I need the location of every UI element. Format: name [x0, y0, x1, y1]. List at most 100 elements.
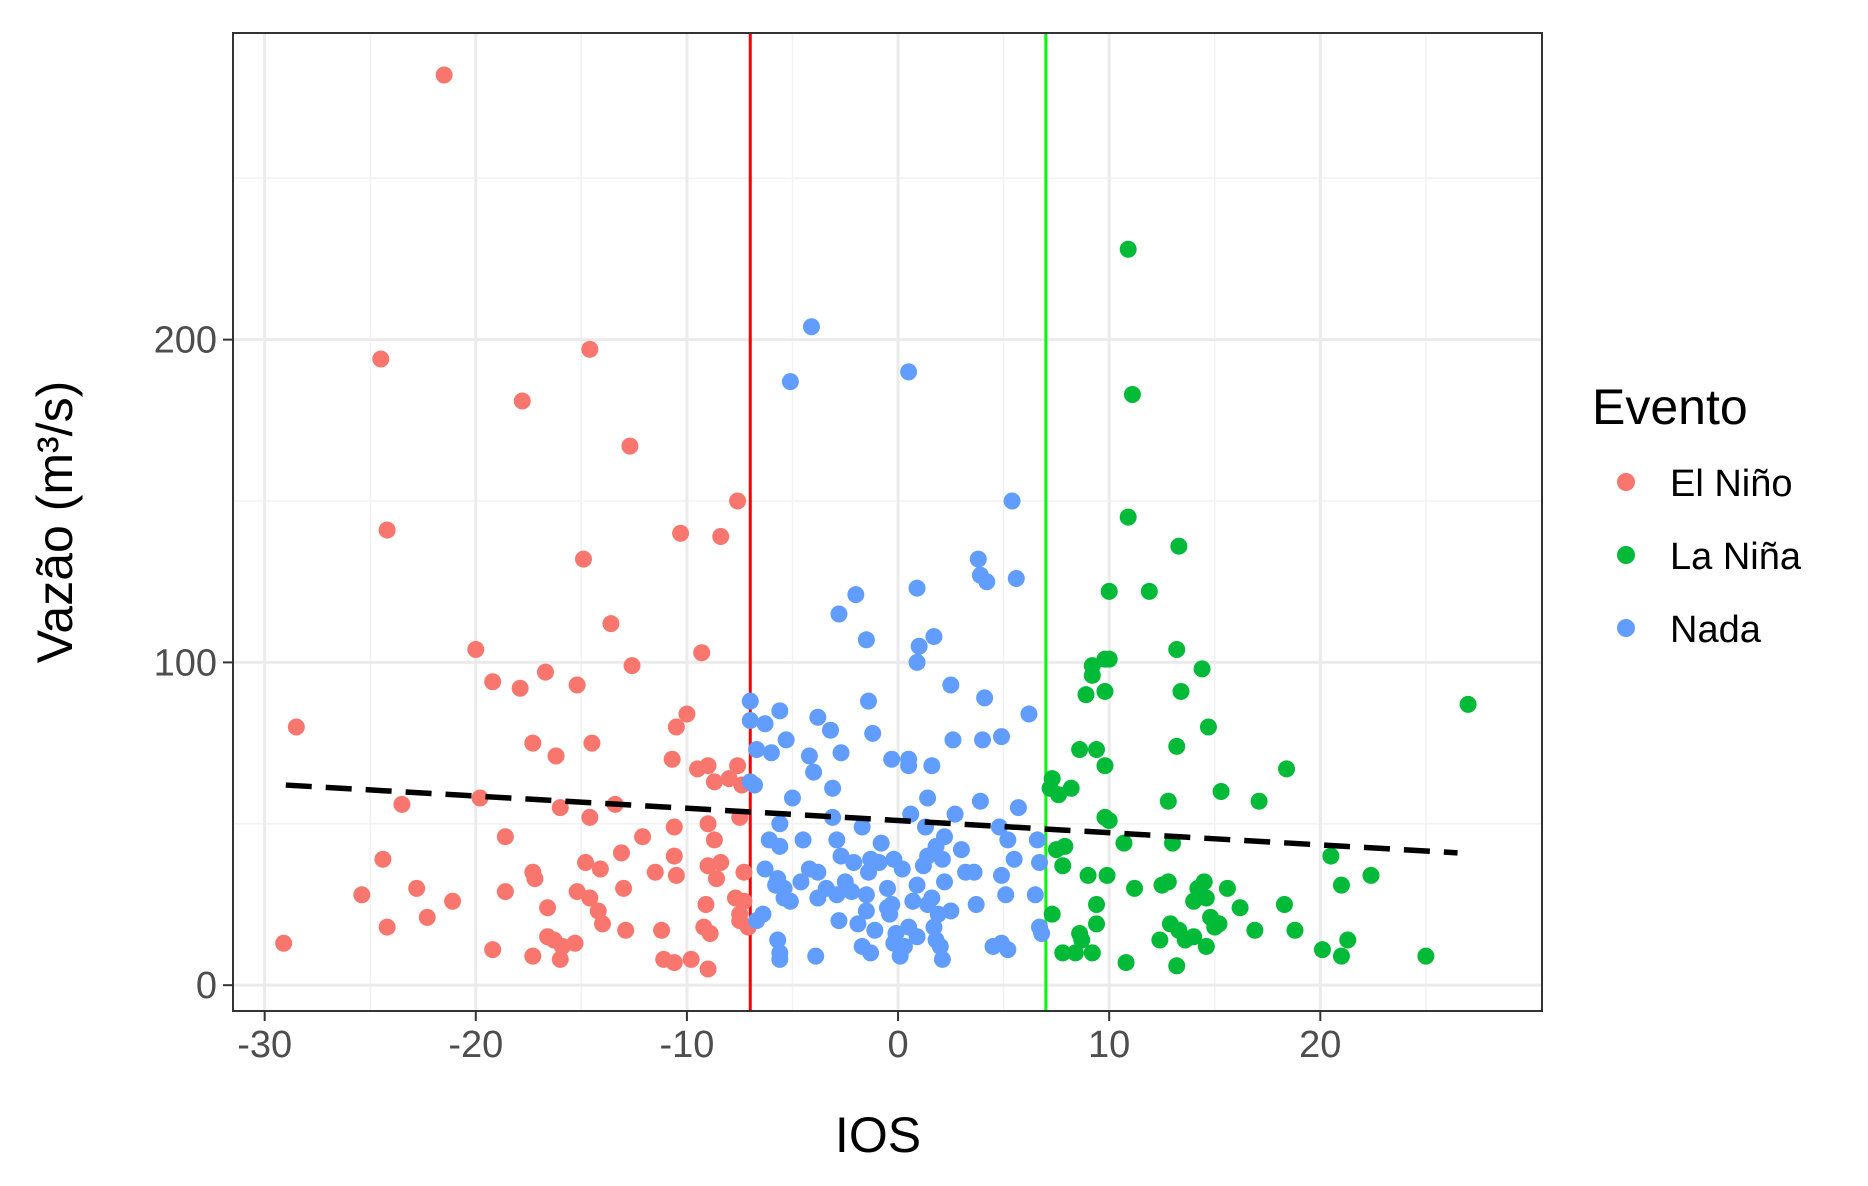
- x-tick-label: 10: [1088, 1024, 1130, 1066]
- point-0-71: [378, 918, 396, 936]
- x-axis-title: IOS: [835, 1107, 921, 1163]
- point-2-24: [821, 721, 839, 739]
- point-0-17: [568, 676, 586, 694]
- point-1-30: [1100, 812, 1118, 830]
- point-1-15: [1459, 695, 1477, 713]
- point-0-81: [275, 934, 293, 952]
- point-0-83: [524, 947, 542, 965]
- plot-border: [232, 32, 1543, 1012]
- point-1-37: [1079, 866, 1097, 884]
- point-2-131: [1026, 886, 1044, 904]
- point-1-24: [1062, 779, 1080, 797]
- point-1-0: [1119, 240, 1137, 258]
- point-2-118: [931, 937, 949, 955]
- point-1-41: [1362, 866, 1380, 884]
- point-2-29: [777, 731, 795, 749]
- point-2-89: [857, 886, 875, 904]
- point-0-75: [617, 921, 635, 939]
- point-1-72: [1332, 947, 1350, 965]
- point-2-78: [993, 866, 1011, 884]
- point-1-17: [1071, 741, 1089, 759]
- point-0-63: [444, 892, 462, 910]
- reference-lines: [748, 33, 1048, 1011]
- x-tick-label: 20: [1299, 1024, 1341, 1066]
- point-0-19: [667, 718, 685, 736]
- point-0-37: [699, 815, 717, 833]
- point-1-61: [1246, 921, 1264, 939]
- point-0-30: [720, 770, 738, 788]
- legend-label: El Niño: [1670, 463, 1793, 505]
- point-2-108: [849, 915, 867, 933]
- point-2-42: [783, 789, 801, 807]
- point-1-2: [1119, 508, 1137, 526]
- point-0-54: [707, 870, 725, 888]
- point-1-65: [1185, 928, 1203, 946]
- point-2-99: [967, 895, 985, 913]
- point-1-12: [1096, 682, 1114, 700]
- x-tick-label: -30: [237, 1024, 292, 1066]
- y-tick-label: 0: [196, 965, 217, 1007]
- point-0-66: [589, 902, 607, 920]
- point-2-31: [762, 744, 780, 762]
- point-1-68: [1054, 944, 1072, 962]
- point-0-59: [353, 886, 371, 904]
- point-2-133: [1028, 831, 1046, 849]
- point-0-13: [623, 657, 641, 675]
- point-2-69: [914, 857, 932, 875]
- point-2-6: [978, 573, 996, 591]
- point-2-66: [933, 850, 951, 868]
- point-2-70: [845, 854, 863, 872]
- point-2-73: [756, 860, 774, 878]
- point-0-11: [467, 640, 485, 658]
- point-1-18: [1088, 741, 1106, 759]
- point-0-73: [701, 925, 719, 943]
- point-0-47: [699, 857, 717, 875]
- point-2-40: [745, 776, 763, 794]
- point-1-35: [1322, 847, 1340, 865]
- y-axis-title: Vazão (m³/s): [27, 381, 83, 663]
- point-0-27: [729, 757, 747, 775]
- legend-label: Nada: [1670, 609, 1762, 651]
- point-2-48: [824, 808, 842, 826]
- y-tick-label: 200: [154, 320, 217, 362]
- point-0-0: [435, 66, 453, 84]
- point-0-34: [551, 799, 569, 817]
- x-axis: -30 -20 -10 0 10 20: [237, 1011, 1341, 1066]
- point-2-57: [872, 834, 890, 852]
- point-2-128: [933, 950, 951, 968]
- point-2-102: [881, 905, 899, 923]
- point-1-3: [1170, 537, 1188, 555]
- point-0-9: [574, 550, 592, 568]
- point-1-28: [1250, 792, 1268, 810]
- point-2-13: [910, 637, 928, 655]
- point-2-94: [809, 889, 827, 907]
- point-1-6: [1168, 640, 1186, 658]
- point-2-110: [925, 918, 943, 936]
- point-1-57: [1210, 915, 1228, 933]
- point-0-4: [621, 437, 639, 455]
- point-2-72: [809, 863, 827, 881]
- point-1-50: [1231, 899, 1249, 917]
- point-2-88: [843, 883, 861, 901]
- point-0-2: [581, 340, 599, 358]
- point-1-13: [1077, 686, 1095, 704]
- point-0-38: [665, 818, 683, 836]
- point-1-25: [1050, 786, 1068, 804]
- point-0-20: [287, 718, 305, 736]
- point-2-61: [999, 831, 1017, 849]
- point-0-21: [524, 734, 542, 752]
- point-2-16: [741, 692, 759, 710]
- point-2-84: [792, 873, 810, 891]
- point-2-23: [756, 715, 774, 733]
- point-2-32: [832, 744, 850, 762]
- grid-minor: [233, 33, 1542, 1011]
- point-0-12: [693, 644, 711, 662]
- point-2-82: [908, 876, 926, 894]
- point-2-101: [857, 902, 875, 920]
- point-2-75: [859, 863, 877, 881]
- point-0-51: [667, 866, 685, 884]
- point-0-88: [699, 960, 717, 978]
- point-1-67: [1197, 937, 1215, 955]
- point-2-90: [828, 886, 846, 904]
